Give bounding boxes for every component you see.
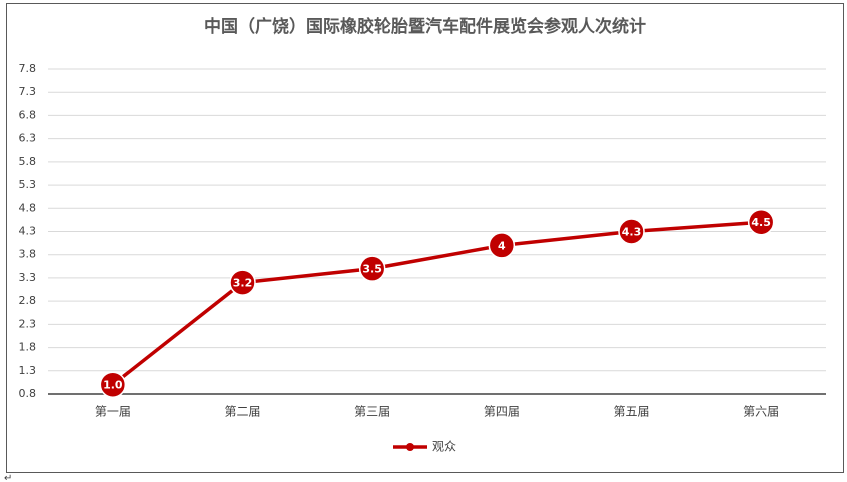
point <box>747 208 775 236</box>
y-tick-label: 1.3 <box>19 364 37 377</box>
value-label: 4.5 <box>751 216 771 229</box>
value-label: 1.0 <box>103 379 123 392</box>
y-tick-label: 6.3 <box>19 132 37 145</box>
y-tick-label: 1.8 <box>19 341 37 354</box>
value-label: 3.5 <box>362 263 382 276</box>
y-tick-label: 5.3 <box>19 178 37 191</box>
y-tick-label: 5.8 <box>19 155 37 168</box>
chart-title: 中国（广饶）国际橡胶轮胎暨汽车配件展览会参观人次统计 <box>204 16 646 37</box>
point <box>618 218 645 245</box>
legend-marker <box>406 443 414 451</box>
legend-label: 观众 <box>432 440 456 454</box>
x-tick-label: 第一届 <box>95 405 131 419</box>
series-line <box>111 220 762 387</box>
x-tick-label: 第六届 <box>743 405 779 419</box>
point <box>229 269 256 296</box>
value-label: 4.3 <box>622 226 642 239</box>
x-tick-label: 第五届 <box>613 405 649 419</box>
y-tick-label: 7.3 <box>19 85 37 98</box>
paragraph-mark: ↵ <box>4 473 12 482</box>
point <box>488 232 516 259</box>
x-tick-label: 第四届 <box>484 405 520 419</box>
y-tick-label: 0.8 <box>19 387 37 400</box>
x-tick-label: 第三届 <box>354 405 390 419</box>
y-tick-label: 2.8 <box>19 294 37 307</box>
y-tick-label: 4.3 <box>19 225 37 238</box>
y-tick-label: 3.8 <box>19 248 37 261</box>
y-tick-label: 3.3 <box>19 271 37 284</box>
y-tick-label: 7.8 <box>19 62 37 75</box>
y-tick-label: 2.3 <box>19 317 37 330</box>
value-label: 3.2 <box>233 277 253 290</box>
point <box>358 255 386 282</box>
y-tick-label: 4.8 <box>19 201 37 214</box>
point <box>99 371 127 398</box>
y-tick-label: 6.8 <box>19 108 37 121</box>
chart-frame <box>6 3 844 473</box>
x-tick-label: 第二届 <box>224 405 260 419</box>
value-label: 4 <box>498 239 506 252</box>
